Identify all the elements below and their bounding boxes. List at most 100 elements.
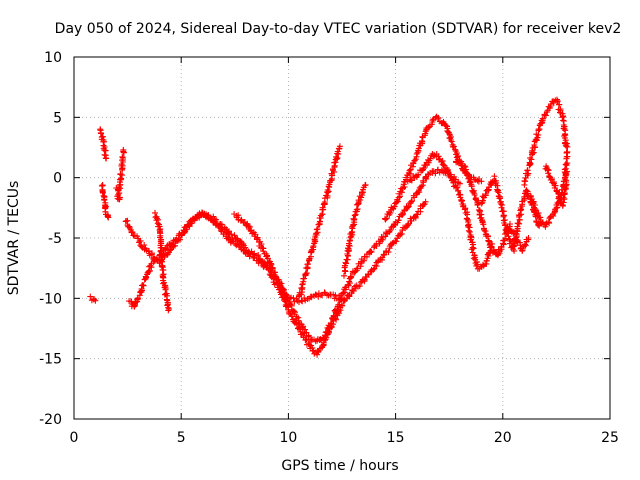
data-point	[525, 235, 532, 241]
data-point	[302, 270, 309, 277]
data-point	[351, 212, 358, 219]
data-point	[268, 261, 275, 268]
data-point	[269, 265, 276, 272]
data-point	[535, 222, 541, 228]
x-tick-label: 0	[70, 430, 79, 446]
series-arc-14	[478, 173, 543, 254]
data-point	[313, 226, 320, 233]
data-point	[330, 312, 337, 319]
data-point	[325, 188, 332, 195]
data-point	[499, 202, 506, 208]
data-point	[332, 292, 339, 299]
data-point	[500, 212, 507, 219]
data-point	[165, 307, 172, 314]
data-point	[314, 226, 321, 232]
series-arc-7	[152, 209, 172, 314]
data-point	[387, 227, 394, 234]
data-point	[399, 212, 406, 219]
data-point	[483, 258, 490, 264]
series-arc-16	[542, 163, 571, 209]
data-point	[346, 237, 353, 244]
data-point	[471, 190, 478, 197]
data-point	[429, 117, 436, 124]
data-point	[225, 230, 232, 237]
data-point	[157, 232, 164, 239]
data-point	[432, 170, 439, 177]
data-point	[525, 170, 532, 177]
data-point	[161, 279, 167, 286]
data-point	[328, 320, 335, 327]
data-point	[284, 292, 291, 299]
y-axis-label: SDTVAR / TECUs	[6, 181, 22, 296]
data-point	[315, 293, 322, 300]
data-point	[391, 222, 398, 229]
data-point	[98, 182, 105, 189]
data-point	[425, 124, 432, 131]
y-axis-ticks: -20 -15 -10 -5 0 5 10	[39, 50, 610, 428]
data-point	[546, 173, 553, 180]
data-point	[116, 194, 123, 201]
data-point	[99, 190, 106, 196]
data-point	[465, 227, 472, 234]
data-point	[470, 255, 477, 262]
data-point	[397, 231, 404, 238]
data-point	[368, 248, 375, 255]
data-point	[87, 293, 94, 300]
data-point	[103, 155, 110, 162]
data-point	[308, 294, 315, 301]
data-point	[478, 200, 485, 207]
data-point	[473, 262, 480, 269]
data-point	[343, 260, 349, 267]
series-arc-4	[113, 146, 127, 203]
data-point	[339, 302, 346, 309]
data-point	[158, 257, 165, 264]
data-point	[528, 196, 535, 202]
series-arc-8	[231, 211, 345, 306]
data-point	[385, 249, 392, 256]
data-point	[504, 230, 511, 237]
y-tick-label: -5	[48, 231, 62, 247]
data-point	[398, 189, 405, 196]
data-point	[117, 176, 124, 183]
series-arc-11	[382, 113, 485, 223]
y-tick-label: 5	[53, 110, 62, 126]
data-point	[370, 266, 377, 273]
data-point	[422, 198, 429, 205]
data-point	[563, 171, 570, 178]
data-point	[560, 117, 567, 124]
data-point	[444, 167, 451, 174]
data-point	[358, 190, 365, 197]
x-axis-ticks: 0 5 10 15 20 25	[70, 57, 619, 446]
x-tick-label: 20	[494, 430, 512, 446]
data-point	[407, 176, 414, 183]
data-point	[514, 225, 521, 232]
data-point	[213, 216, 220, 223]
data-point	[466, 228, 473, 235]
series-arc-15	[521, 96, 571, 230]
data-point	[92, 297, 99, 304]
y-tick-label: 0	[53, 171, 62, 187]
data-point	[555, 189, 562, 196]
data-point	[101, 197, 108, 204]
data-point	[382, 216, 389, 223]
data-point	[302, 326, 309, 333]
data-point	[367, 248, 374, 255]
data-point	[488, 244, 495, 251]
data-point	[553, 205, 560, 212]
data-point	[530, 149, 537, 156]
data-point	[435, 114, 442, 121]
data-point	[536, 222, 543, 229]
data-point	[231, 232, 238, 239]
data-point	[99, 133, 106, 140]
data-point	[414, 211, 421, 218]
data-point	[448, 138, 455, 145]
data-point	[522, 242, 529, 249]
data-point	[408, 177, 415, 184]
data-point	[100, 192, 107, 199]
data-point	[119, 153, 126, 160]
data-point	[336, 143, 343, 150]
data-point	[456, 180, 463, 187]
data-point	[524, 167, 531, 174]
data-point	[454, 184, 461, 191]
data-point	[162, 246, 169, 252]
